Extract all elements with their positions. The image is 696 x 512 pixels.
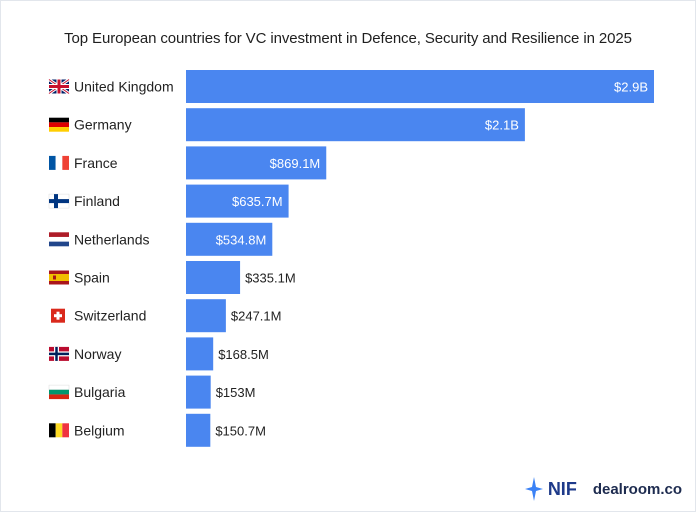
bar [186,337,214,371]
category-label: France [74,155,118,171]
bar [186,261,241,294]
category-label: United Kingdom [74,79,174,95]
category-label: Switzerland [74,308,146,324]
category-label: Germany [74,117,132,133]
bar [186,413,211,447]
bar [186,70,654,103]
data-label: $534.8M [216,232,267,247]
nif-text: NIF [547,478,577,499]
data-label: $2.1B [485,118,519,133]
category-label: Netherlands [74,231,150,247]
bulgaria-flag-icon [48,384,70,400]
netherlands-flag-icon [49,232,69,247]
bar [186,146,327,180]
chart-title: Top European countries for VC investment… [64,30,632,47]
france-flag-icon [49,155,69,170]
data-label: $150.7M [215,423,266,438]
nif-star-icon [524,477,543,501]
finland-flag-icon [48,193,70,209]
data-label: $869.1M [270,156,321,171]
category-label: Norway [74,346,121,362]
category-label: Spain [74,270,110,286]
bar [186,184,289,218]
uk-flag-icon [48,78,70,95]
dealroom-logo: dealroom.co [592,480,682,498]
data-label: $635.7M [232,194,283,209]
data-label: $2.9B [614,80,648,95]
category-label: Bulgaria [74,384,126,400]
data-label: $247.1M [231,309,282,324]
category-label: Belgium [74,422,125,438]
bar [186,108,525,142]
switzerland-flag-icon [51,308,65,323]
bar [186,375,211,409]
nif-logo: NIF [524,476,577,502]
belgium-flag-icon [49,423,69,438]
spain-flag-icon [49,270,69,285]
category-label: Finland [74,193,120,209]
norway-flag-icon [49,346,69,361]
data-label: $168.5M [218,347,269,362]
bar [186,222,273,256]
data-label: $153M [216,385,256,400]
bar [186,299,226,333]
germany-flag-icon [49,117,69,132]
data-label: $335.1M [245,271,296,286]
footer-logos: NIF dealroom.co [524,476,682,502]
